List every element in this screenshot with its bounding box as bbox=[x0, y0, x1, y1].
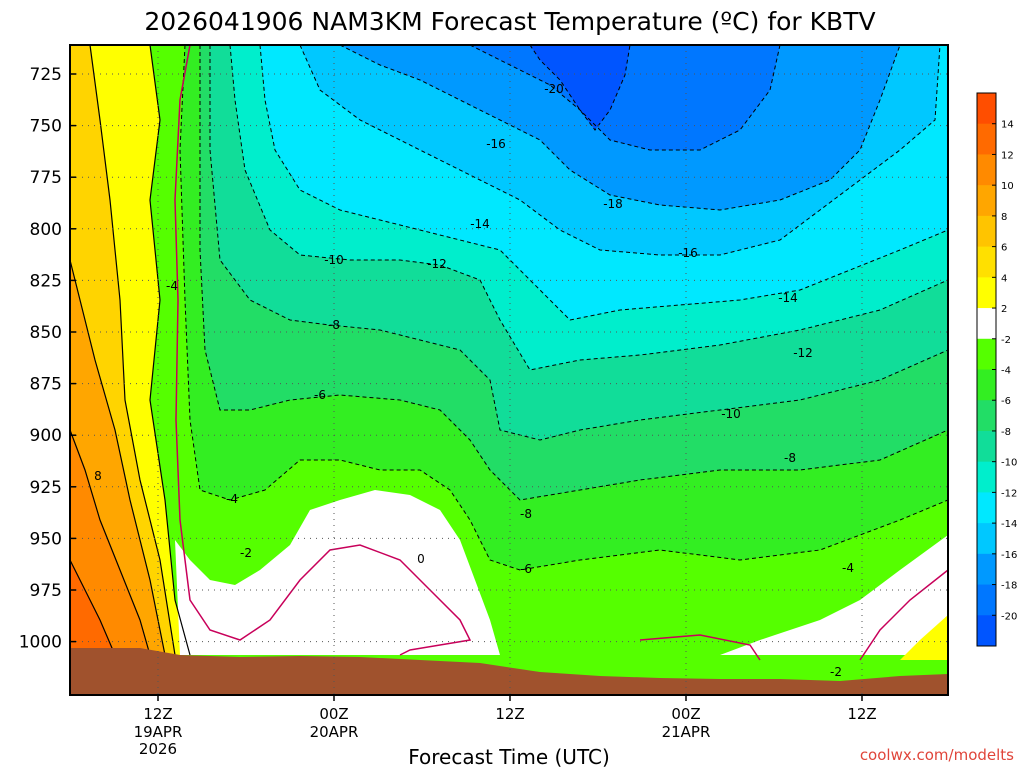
colorbar-swatch bbox=[977, 584, 996, 616]
contour-label: -16 bbox=[486, 137, 506, 151]
colorbar-swatch bbox=[977, 553, 996, 586]
x-tick-sublabel: 19APR bbox=[134, 723, 183, 741]
contour-label: -14 bbox=[778, 291, 798, 305]
colorbar-swatch bbox=[977, 215, 996, 248]
contour-label-group: -20 -18 -16 -16 -14 -14 -12 -12 -10 -10 … bbox=[94, 82, 854, 679]
x-tick-label: 12Z bbox=[495, 705, 524, 723]
freezing-line-right bbox=[639, 569, 948, 661]
colorbar-swatch bbox=[977, 615, 996, 647]
plot-area bbox=[70, 45, 948, 695]
colorbar: 14 12 10 8 6 4 2 -2 -4 -6 -8 -10 -12 -14 -16 -18 -20 bbox=[976, 92, 1017, 647]
contour-label: 0 bbox=[417, 552, 425, 566]
colorbar-swatch bbox=[977, 93, 996, 125]
y-tick-label: 750 bbox=[30, 117, 62, 137]
colorbar-tick-label: -16 bbox=[1001, 550, 1017, 561]
contour-label: -10 bbox=[721, 407, 741, 421]
x-axis-title: Forecast Time (UTC) bbox=[408, 745, 610, 768]
x-tick-sublabel: 20APR bbox=[310, 723, 359, 741]
y-tick-label: 800 bbox=[30, 220, 62, 240]
colorbar-swatch bbox=[977, 246, 996, 278]
colorbar-swatch bbox=[977, 123, 996, 155]
y-tick-label: 925 bbox=[30, 478, 62, 498]
contour-label: -2 bbox=[830, 665, 842, 679]
x-tick-label: 12Z bbox=[847, 705, 876, 723]
ground-terrain bbox=[70, 648, 948, 695]
y-tick-label: 975 bbox=[30, 581, 62, 601]
cold-contour-lines bbox=[179, 45, 948, 571]
colorbar-tick-label: 12 bbox=[1001, 150, 1014, 161]
colorbar-swatch bbox=[977, 492, 996, 524]
white-right-region bbox=[720, 535, 948, 655]
colorbar-tick-label: -20 bbox=[1001, 611, 1017, 622]
y-tick-label: 950 bbox=[30, 529, 62, 549]
x-tick-sublabel: 21APR bbox=[662, 723, 711, 741]
contour-label: -20 bbox=[544, 82, 564, 96]
contour-label: -2 bbox=[240, 546, 252, 560]
y-tick-label: 825 bbox=[30, 271, 62, 291]
colorbar-swatch bbox=[977, 154, 996, 186]
contour-label: -14 bbox=[470, 217, 490, 231]
colorbar-swatch bbox=[977, 430, 996, 463]
colorbar-tick-label: 14 bbox=[1001, 120, 1014, 131]
colorbar-swatch bbox=[977, 400, 996, 432]
colorbar-swatch bbox=[977, 277, 996, 309]
y-tick-label: 1000 bbox=[19, 633, 62, 653]
contour-label: -8 bbox=[520, 507, 532, 521]
contour-label: -10 bbox=[324, 253, 344, 267]
colorbar-tick-label: 6 bbox=[1001, 243, 1007, 254]
colorbar-tick-label: -4 bbox=[1001, 366, 1011, 377]
contour-label: -12 bbox=[793, 346, 813, 360]
colorbar-tick-label: 10 bbox=[1001, 181, 1014, 192]
colorbar-swatch bbox=[977, 308, 996, 340]
blue-18-region bbox=[470, 45, 780, 150]
x-tick-sublabel: 2026 bbox=[139, 740, 177, 758]
yellow-right-corner bbox=[900, 615, 948, 660]
contour-label: 8 bbox=[94, 469, 102, 483]
x-tick-label: 00Z bbox=[319, 705, 348, 723]
contour-label: -16 bbox=[678, 246, 698, 260]
colorbar-tick-label: -6 bbox=[1001, 396, 1011, 407]
grid-lines bbox=[70, 45, 948, 695]
y-axis: 725 750 775 800 825 850 875 900 925 950 975 1000 bbox=[19, 65, 76, 653]
colorbar-tick-label: -18 bbox=[1001, 581, 1017, 592]
colorbar-tick-label: -10 bbox=[1001, 458, 1017, 469]
colorbar-swatch bbox=[977, 185, 996, 217]
contour-label: -18 bbox=[603, 197, 623, 211]
warm-contour-lines bbox=[70, 45, 191, 656]
contour-label: -4 bbox=[166, 279, 178, 293]
x-tick-label: 00Z bbox=[671, 705, 700, 723]
contour-label: -6 bbox=[314, 388, 326, 402]
colorbar-tick-label: 2 bbox=[1001, 304, 1007, 315]
colorbar-tick-label: -12 bbox=[1001, 488, 1017, 499]
plot-border bbox=[69, 44, 949, 696]
colorbar-swatch bbox=[977, 523, 996, 555]
y-tick-label: 850 bbox=[30, 323, 62, 343]
colorbar-tick-label: 8 bbox=[1001, 212, 1007, 223]
y-tick-label: 775 bbox=[30, 168, 62, 188]
contour-label: -8 bbox=[784, 451, 796, 465]
freezing-line bbox=[174, 45, 472, 656]
y-tick-label: 725 bbox=[30, 65, 62, 85]
credit-text: coolwx.com/modelts bbox=[860, 746, 1014, 764]
deep-blue-20-region bbox=[530, 45, 630, 130]
colorbar-swatch bbox=[977, 338, 996, 370]
colorbar-swatch bbox=[977, 369, 996, 401]
contour-label: -4 bbox=[842, 561, 854, 575]
contour-label: -12 bbox=[427, 257, 447, 271]
chart-title: 2026041906 NAM3KM Forecast Temperature (… bbox=[144, 7, 875, 36]
y-tick-label: 875 bbox=[30, 375, 62, 395]
colorbar-swatch bbox=[977, 461, 996, 493]
x-tick-label: 12Z bbox=[143, 705, 172, 723]
colorbar-tick-label: -14 bbox=[1001, 519, 1017, 530]
colorbar-tick-label: -2 bbox=[1001, 335, 1011, 346]
contour-label: -4 bbox=[226, 492, 238, 506]
white-near-freezing-region bbox=[175, 490, 500, 655]
contour-label: -6 bbox=[520, 562, 532, 576]
y-tick-label: 900 bbox=[30, 426, 62, 446]
colorbar-tick-label: 4 bbox=[1001, 273, 1007, 284]
colorbar-tick-label: -8 bbox=[1001, 427, 1011, 438]
contour-label: -8 bbox=[328, 318, 340, 332]
